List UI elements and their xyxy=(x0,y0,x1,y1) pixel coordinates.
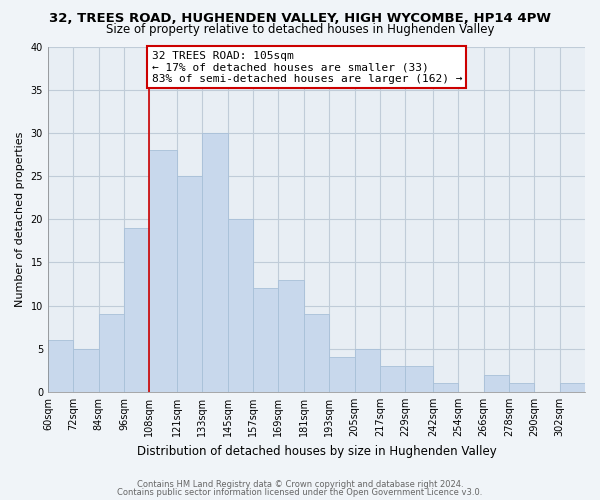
Bar xyxy=(202,133,227,392)
Bar xyxy=(73,349,98,392)
Bar xyxy=(329,358,355,392)
Bar xyxy=(149,150,177,392)
Bar xyxy=(177,176,202,392)
Bar xyxy=(98,314,124,392)
Bar xyxy=(433,384,458,392)
Bar xyxy=(278,280,304,392)
Bar xyxy=(560,384,585,392)
Bar xyxy=(380,366,405,392)
Bar xyxy=(355,349,380,392)
Text: 32 TREES ROAD: 105sqm
← 17% of detached houses are smaller (33)
83% of semi-deta: 32 TREES ROAD: 105sqm ← 17% of detached … xyxy=(152,51,462,84)
Bar xyxy=(124,228,149,392)
Text: Contains HM Land Registry data © Crown copyright and database right 2024.: Contains HM Land Registry data © Crown c… xyxy=(137,480,463,489)
Bar xyxy=(405,366,433,392)
Bar xyxy=(48,340,73,392)
Bar xyxy=(484,374,509,392)
Text: Contains public sector information licensed under the Open Government Licence v3: Contains public sector information licen… xyxy=(118,488,482,497)
Bar xyxy=(253,288,278,392)
Bar xyxy=(304,314,329,392)
Bar xyxy=(509,384,534,392)
Y-axis label: Number of detached properties: Number of detached properties xyxy=(15,132,25,307)
X-axis label: Distribution of detached houses by size in Hughenden Valley: Distribution of detached houses by size … xyxy=(137,444,496,458)
Text: 32, TREES ROAD, HUGHENDEN VALLEY, HIGH WYCOMBE, HP14 4PW: 32, TREES ROAD, HUGHENDEN VALLEY, HIGH W… xyxy=(49,12,551,26)
Text: Size of property relative to detached houses in Hughenden Valley: Size of property relative to detached ho… xyxy=(106,22,494,36)
Bar xyxy=(227,219,253,392)
